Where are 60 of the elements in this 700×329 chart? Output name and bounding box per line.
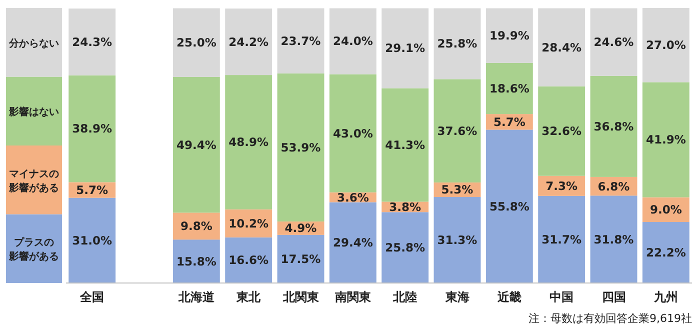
x-tick-label: 東北 (236, 290, 262, 304)
data-label: 41.9% (646, 132, 686, 147)
data-label: 24.0% (332, 34, 374, 48)
data-label: 24.3% (72, 34, 113, 49)
data-label: 31.0% (72, 233, 113, 248)
x-tick-label: 中国 (550, 290, 574, 304)
data-label: 7.3% (546, 178, 578, 193)
data-label: 3.6% (336, 190, 370, 204)
x-tick-label: 東海 (444, 290, 470, 304)
x-tick-label: 北海道 (177, 290, 216, 304)
data-label: 31.3% (437, 233, 478, 248)
data-label: 16.6% (228, 253, 270, 268)
data-label: 23.7% (280, 34, 322, 48)
x-tick-label: 全国 (79, 290, 104, 304)
data-label: 27.0% (646, 38, 686, 52)
data-label: 19.9% (489, 28, 530, 43)
x-tick-label: 北陸 (392, 290, 418, 304)
data-label: 5.7% (493, 114, 526, 129)
data-label: 15.8% (176, 254, 217, 268)
series-label: 影響はない (8, 106, 59, 118)
data-label: 36.8% (594, 119, 634, 134)
series-label: 分からない (8, 37, 59, 50)
x-tick-label: 近畿 (496, 290, 522, 304)
x-tick-label: 四国 (602, 290, 626, 304)
data-label: 41.3% (385, 138, 426, 152)
x-tick-label: 九州 (652, 290, 678, 304)
text: 注：母数は有効回答企業9,619社 (528, 312, 692, 325)
data-label: 25.8% (437, 36, 478, 51)
x-tick-label: 南関東 (334, 290, 372, 304)
data-label: 38.9% (72, 122, 113, 136)
data-label: 49.4% (176, 138, 217, 152)
data-label: 6.8% (598, 179, 630, 194)
data-label: 43.0% (332, 126, 374, 140)
data-label: 29.1% (385, 41, 426, 56)
data-label: 17.5% (280, 252, 322, 266)
data-label: 9.0% (650, 202, 682, 217)
data-label: 10.2% (228, 216, 270, 230)
data-label: 28.4% (542, 40, 582, 54)
data-label: 32.6% (542, 124, 582, 138)
data-label: 25.0% (176, 36, 217, 50)
series-label: マイナスの影響がある (8, 168, 59, 194)
data-label: 53.9% (280, 140, 322, 154)
data-label: 9.8% (180, 219, 213, 234)
data-label: 37.6% (437, 124, 478, 138)
data-label: 3.8% (389, 200, 422, 214)
series-label: プラスの影響がある (8, 236, 59, 263)
data-label: 24.2% (228, 34, 270, 49)
data-label: 29.4% (332, 236, 374, 250)
data-label: 4.9% (284, 221, 318, 236)
data-label: 5.7% (76, 183, 108, 198)
x-tick-label: 北関東 (282, 290, 320, 304)
data-label: 22.2% (646, 246, 686, 260)
data-label: 25.8% (385, 240, 426, 255)
data-label: 48.9% (228, 135, 270, 150)
data-label: 31.7% (542, 232, 582, 246)
data-label: 31.8% (594, 232, 634, 246)
data-label: 24.6% (594, 35, 634, 50)
data-label: 5.3% (441, 182, 474, 197)
data-label: 18.6% (489, 81, 530, 96)
data-label: 55.8% (489, 199, 530, 214)
